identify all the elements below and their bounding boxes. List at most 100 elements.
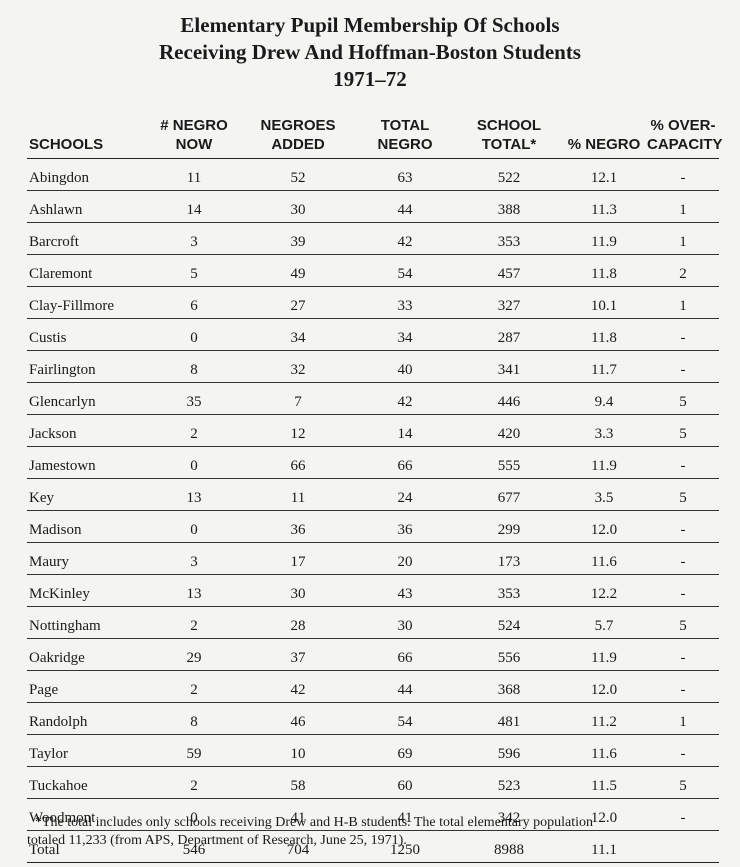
table-cell: 299 — [457, 510, 561, 543]
table-cell: 11.9 — [561, 222, 647, 255]
membership-table: SCHOOLS # NEGRO NOW NEGROES ADDED TOTAL NEGRO S… — [27, 116, 723, 863]
table-cell: 11.7 — [561, 350, 647, 383]
table-cell: 0 — [145, 318, 243, 351]
table-cell: 7 — [243, 382, 353, 415]
table-cell: 522 — [457, 158, 561, 191]
table-cell: 42 — [243, 670, 353, 703]
table-cell: 287 — [457, 318, 561, 351]
column-header-line: SCHOOLS — [29, 136, 104, 153]
table-body: Abingdon 11 52 63 522 12.1- Ashlawn 14 30 44 388 11… — [27, 158, 719, 863]
table-cell: 11.9 — [561, 446, 647, 479]
table-cell: 342 — [457, 798, 561, 831]
table-cell: 14 — [145, 190, 243, 223]
table-cell: - — [647, 798, 719, 831]
table-cell: - — [647, 734, 719, 767]
table-cell: 368 — [457, 670, 561, 703]
table-row: Taylor 59 10 69 596 11.6- — [27, 734, 719, 767]
table-cell: 54 — [353, 702, 457, 735]
table-row: Jamestown 0 66 66 555 11.9- — [27, 446, 719, 479]
school-name-cell: Abingdon — [27, 158, 145, 191]
table-row: Ashlawn 14 30 44 388 11.3 1 — [27, 190, 719, 223]
table-cell: 8 — [145, 350, 243, 383]
table-cell: - — [647, 510, 719, 543]
title-line-3: 1971–72 — [333, 67, 407, 91]
table-cell: 5 — [647, 414, 719, 447]
table-row: Tuckahoe 2 58 60 523 11.5 5 — [27, 766, 719, 799]
table-cell: 11.8 — [561, 318, 647, 351]
table-cell: 52 — [243, 158, 353, 191]
table-cell: 49 — [243, 254, 353, 287]
table-row: Woodmont 0 41 41 342 12.0- — [27, 798, 719, 831]
table-cell: 1 — [647, 190, 719, 223]
school-name-cell: Randolph — [27, 702, 145, 735]
table-cell: 36 — [243, 510, 353, 543]
school-name-cell: Woodmont — [27, 798, 145, 831]
table-cell: 596 — [457, 734, 561, 767]
table-row: McKinley 13 30 43 353 12.2- — [27, 574, 719, 607]
table-cell: 173 — [457, 542, 561, 575]
table-cell: 34 — [243, 318, 353, 351]
column-header-line: NOW — [175, 136, 213, 153]
column-header-line: NEGRO — [377, 136, 433, 153]
column-header: NEGROES ADDED — [243, 116, 353, 159]
table-cell: 34 — [353, 318, 457, 351]
column-header: % NEGRO — [561, 116, 647, 159]
school-name-cell: Nottingham — [27, 606, 145, 639]
table-cell: 17 — [243, 542, 353, 575]
table-row: Randolph 8 46 54 481 11.2 1 — [27, 702, 719, 735]
table-cell: 37 — [243, 638, 353, 671]
document-title: Elementary Pupil Membership Of Schools R… — [0, 12, 740, 93]
school-name-cell: Jackson — [27, 414, 145, 447]
table-cell: 10.1 — [561, 286, 647, 319]
table-cell: 13 — [145, 478, 243, 511]
table-cell: 12.0 — [561, 510, 647, 543]
table-cell: 353 — [457, 222, 561, 255]
table-cell: 446 — [457, 382, 561, 415]
table-cell: 11.5 — [561, 766, 647, 799]
table-cell: 13 — [145, 574, 243, 607]
column-header: TOTAL NEGRO — [353, 116, 457, 159]
table-cell: - — [647, 158, 719, 191]
table-cell: 0 — [145, 510, 243, 543]
table-row: Madison 0 36 36 299 12.0- — [27, 510, 719, 543]
table-cell: - — [647, 574, 719, 607]
total-cell — [647, 830, 719, 863]
table-cell: 36 — [353, 510, 457, 543]
table-cell: 44 — [353, 190, 457, 223]
table-row: Custis 0 34 34 287 11.8- — [27, 318, 719, 351]
table-cell: 54 — [353, 254, 457, 287]
column-header-line: TOTAL* — [481, 136, 537, 153]
table-row: Fairlington 8 32 40 341 11.7- — [27, 350, 719, 383]
table-cell: 11 — [243, 478, 353, 511]
school-name-cell: Oakridge — [27, 638, 145, 671]
column-header-line: % OVER- — [650, 117, 716, 134]
table-row: Oakridge 29 37 66 556 11.9- — [27, 638, 719, 671]
total-cell: 704 — [243, 830, 353, 863]
table-cell: 30 — [243, 190, 353, 223]
school-name-cell: Custis — [27, 318, 145, 351]
school-name-cell: Ashlawn — [27, 190, 145, 223]
school-name-cell: Glencarlyn — [27, 382, 145, 415]
total-cell: 11.1 — [561, 830, 647, 863]
school-name-cell: Maury — [27, 542, 145, 575]
table-cell: 41 — [353, 798, 457, 831]
table-cell: 9.4 — [561, 382, 647, 415]
table-cell: 1 — [647, 286, 719, 319]
table-row: Glencarlyn 35 7 42 446 9.4 5 — [27, 382, 719, 415]
column-header: % OVER- CAPACITY — [647, 116, 723, 159]
table-cell: 523 — [457, 766, 561, 799]
table-cell: 35 — [145, 382, 243, 415]
table-cell: 1 — [647, 222, 719, 255]
table-row: Jackson 2 12 14 420 3.3 5 — [27, 414, 719, 447]
table-row: Page 2 42 44 368 12.0- — [27, 670, 719, 703]
table-row: Barcroft 3 39 42 353 11.9 1 — [27, 222, 719, 255]
title-line-1: Elementary Pupil Membership Of Schools — [180, 13, 560, 37]
school-name-cell: Clay-Fillmore — [27, 286, 145, 319]
table-cell: 69 — [353, 734, 457, 767]
table-cell: 12.2 — [561, 574, 647, 607]
table-cell: 5 — [647, 478, 719, 511]
table-cell: 341 — [457, 350, 561, 383]
school-name-cell: Tuckahoe — [27, 766, 145, 799]
table-cell: 5 — [145, 254, 243, 287]
